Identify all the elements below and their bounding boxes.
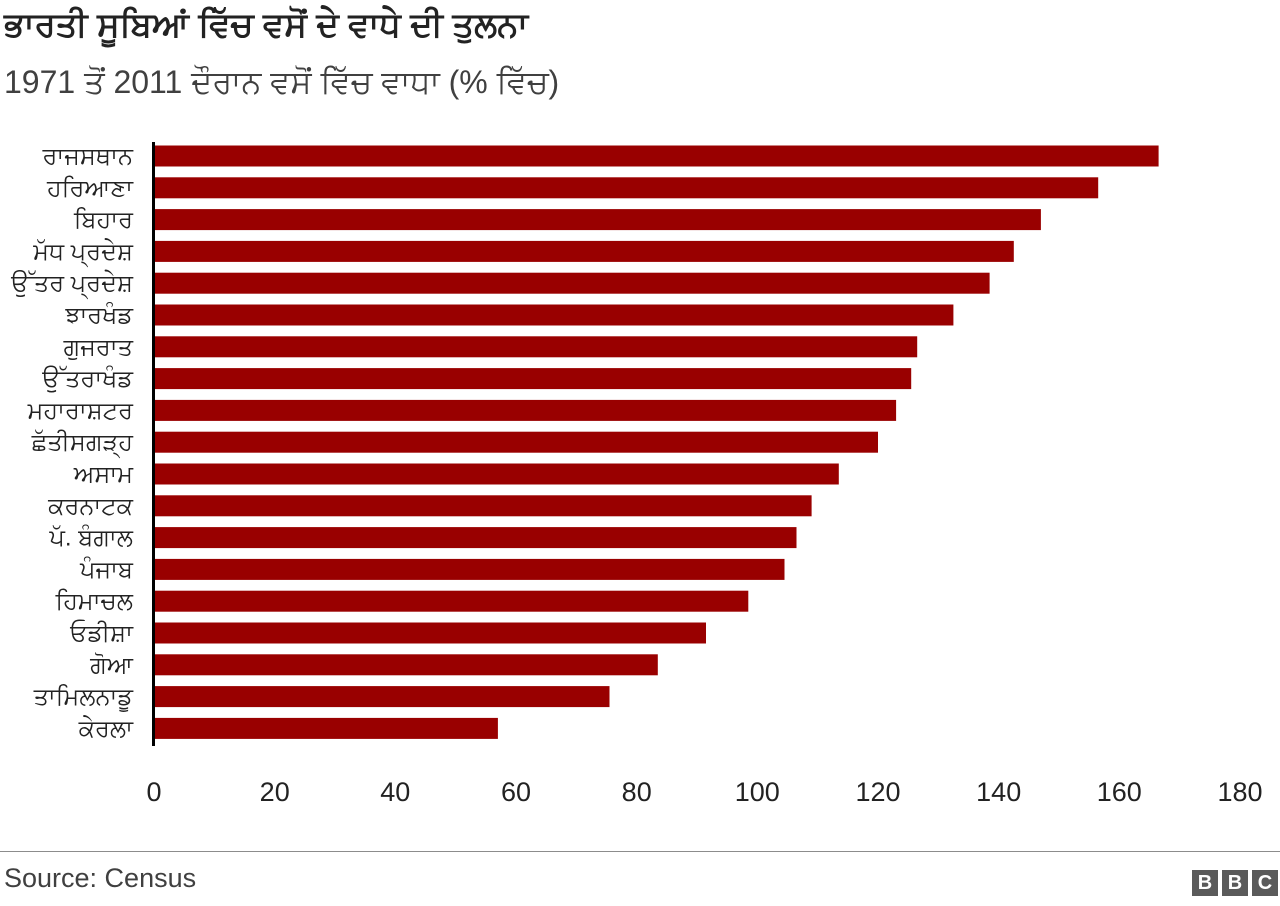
category-label: ਝਾਰਖੰਡ xyxy=(64,302,134,329)
category-label: ਉੱਤਰ ਪ੍ਰਦੇਸ਼ xyxy=(10,270,134,300)
category-label: ਅਸਾਮ xyxy=(73,461,134,488)
bbc-logo-letter: C xyxy=(1252,870,1278,896)
x-axis-tick-labels: 0 20 40 60 80 100 120 140 160 180 xyxy=(146,777,1262,807)
x-tick-label: 180 xyxy=(1217,777,1262,807)
x-tick-label: 40 xyxy=(380,777,410,807)
category-label: ਬਿਹਾਰ xyxy=(73,207,134,234)
x-tick-label: 80 xyxy=(622,777,652,807)
category-label: ਪੱ. ਬੰਗਾਲ xyxy=(48,525,133,552)
bar xyxy=(154,717,498,739)
category-label: ਮੱਧ ਪ੍ਰਦੇਸ਼ xyxy=(32,238,134,268)
bar xyxy=(154,240,1014,262)
x-tick-label: 140 xyxy=(976,777,1021,807)
category-label: ਕੇਰਲਾ xyxy=(78,715,134,742)
category-label: ਹਿਮਾਚਲ xyxy=(54,588,133,615)
category-label: ਤਾਮਿਲਨਾਡੂ xyxy=(33,684,135,713)
bar xyxy=(154,336,918,358)
bar xyxy=(154,368,912,390)
chart-subtitle: 1971 ਤੋਂ 2011 ਦੌਰਾਨ ਵਸੋਂ ਵਿੱਚ ਵਾਧਾ (% ਵਿ… xyxy=(4,64,560,100)
category-label: ਓਡੀਸ਼ਾ xyxy=(69,619,134,647)
x-tick-label: 100 xyxy=(735,777,780,807)
category-labels: ਰਾਜਸਥਾਨ ਹਰਿਆਣਾ ਬਿਹਾਰ ਮੱਧ ਪ੍ਰਦੇਸ਼ਉੱਤਰ ਪ੍ਰਦੇਸ… xyxy=(10,143,134,742)
bars-group xyxy=(154,145,1159,739)
category-label: ਪੰਜਾਬ xyxy=(79,556,134,583)
x-tick-label: 160 xyxy=(1097,777,1142,807)
bbc-logo-letter: B xyxy=(1222,870,1248,896)
bar xyxy=(154,272,990,294)
category-label: ਰਾਜਸਥਾਨ xyxy=(42,143,134,170)
bar xyxy=(154,463,839,485)
chart-title: ਭਾਰਤੀ ਸੂਬਿਆਂ ਵਿੱਚ ਵਸੋਂ ਦੇ ਵਾਧੇ ਦੀ ਤੁਲਨਾ xyxy=(4,6,529,44)
bar xyxy=(154,654,658,676)
source-note: Source: Census xyxy=(4,863,197,893)
footer-divider xyxy=(0,851,1280,852)
bar-chart: ਰਾਜਸਥਾਨ ਹਰਿਆਣਾ ਬਿਹਾਰ ਮੱਧ ਪ੍ਰਦੇਸ਼ਉੱਤਰ ਪ੍ਰਦੇਸ… xyxy=(10,142,1263,807)
x-tick-label: 60 xyxy=(501,777,531,807)
bar xyxy=(154,431,878,453)
bar xyxy=(154,590,749,612)
bar xyxy=(154,145,1159,167)
bar xyxy=(154,304,954,326)
category-label: ਕਰਨਾਟਕ xyxy=(47,493,133,520)
bar xyxy=(154,399,897,421)
bar xyxy=(154,527,797,549)
bar xyxy=(154,622,706,644)
category-label: ਹਰਿਆਣਾ xyxy=(46,175,134,202)
x-tick-label: 0 xyxy=(146,777,161,807)
bar xyxy=(154,177,1099,199)
category-label: ਗੁਜਰਾਤ xyxy=(63,334,134,361)
category-label: ਉੱਤਰਾਖੰਡ xyxy=(41,366,134,393)
bar xyxy=(154,209,1041,231)
x-tick-label: 120 xyxy=(855,777,900,807)
bar xyxy=(154,558,785,580)
bar xyxy=(154,686,610,708)
category-label: ਗੋਆ xyxy=(89,652,134,679)
bbc-logo-letter: B xyxy=(1192,870,1218,896)
x-tick-label: 20 xyxy=(260,777,290,807)
category-label: ਮਹਾਰਾਸ਼ਟਰ xyxy=(27,397,135,424)
bbc-logo: B B C xyxy=(1192,870,1278,896)
category-label: ਛੱਤੀਸਗੜ੍ਹ xyxy=(31,429,135,459)
bar xyxy=(154,495,812,517)
